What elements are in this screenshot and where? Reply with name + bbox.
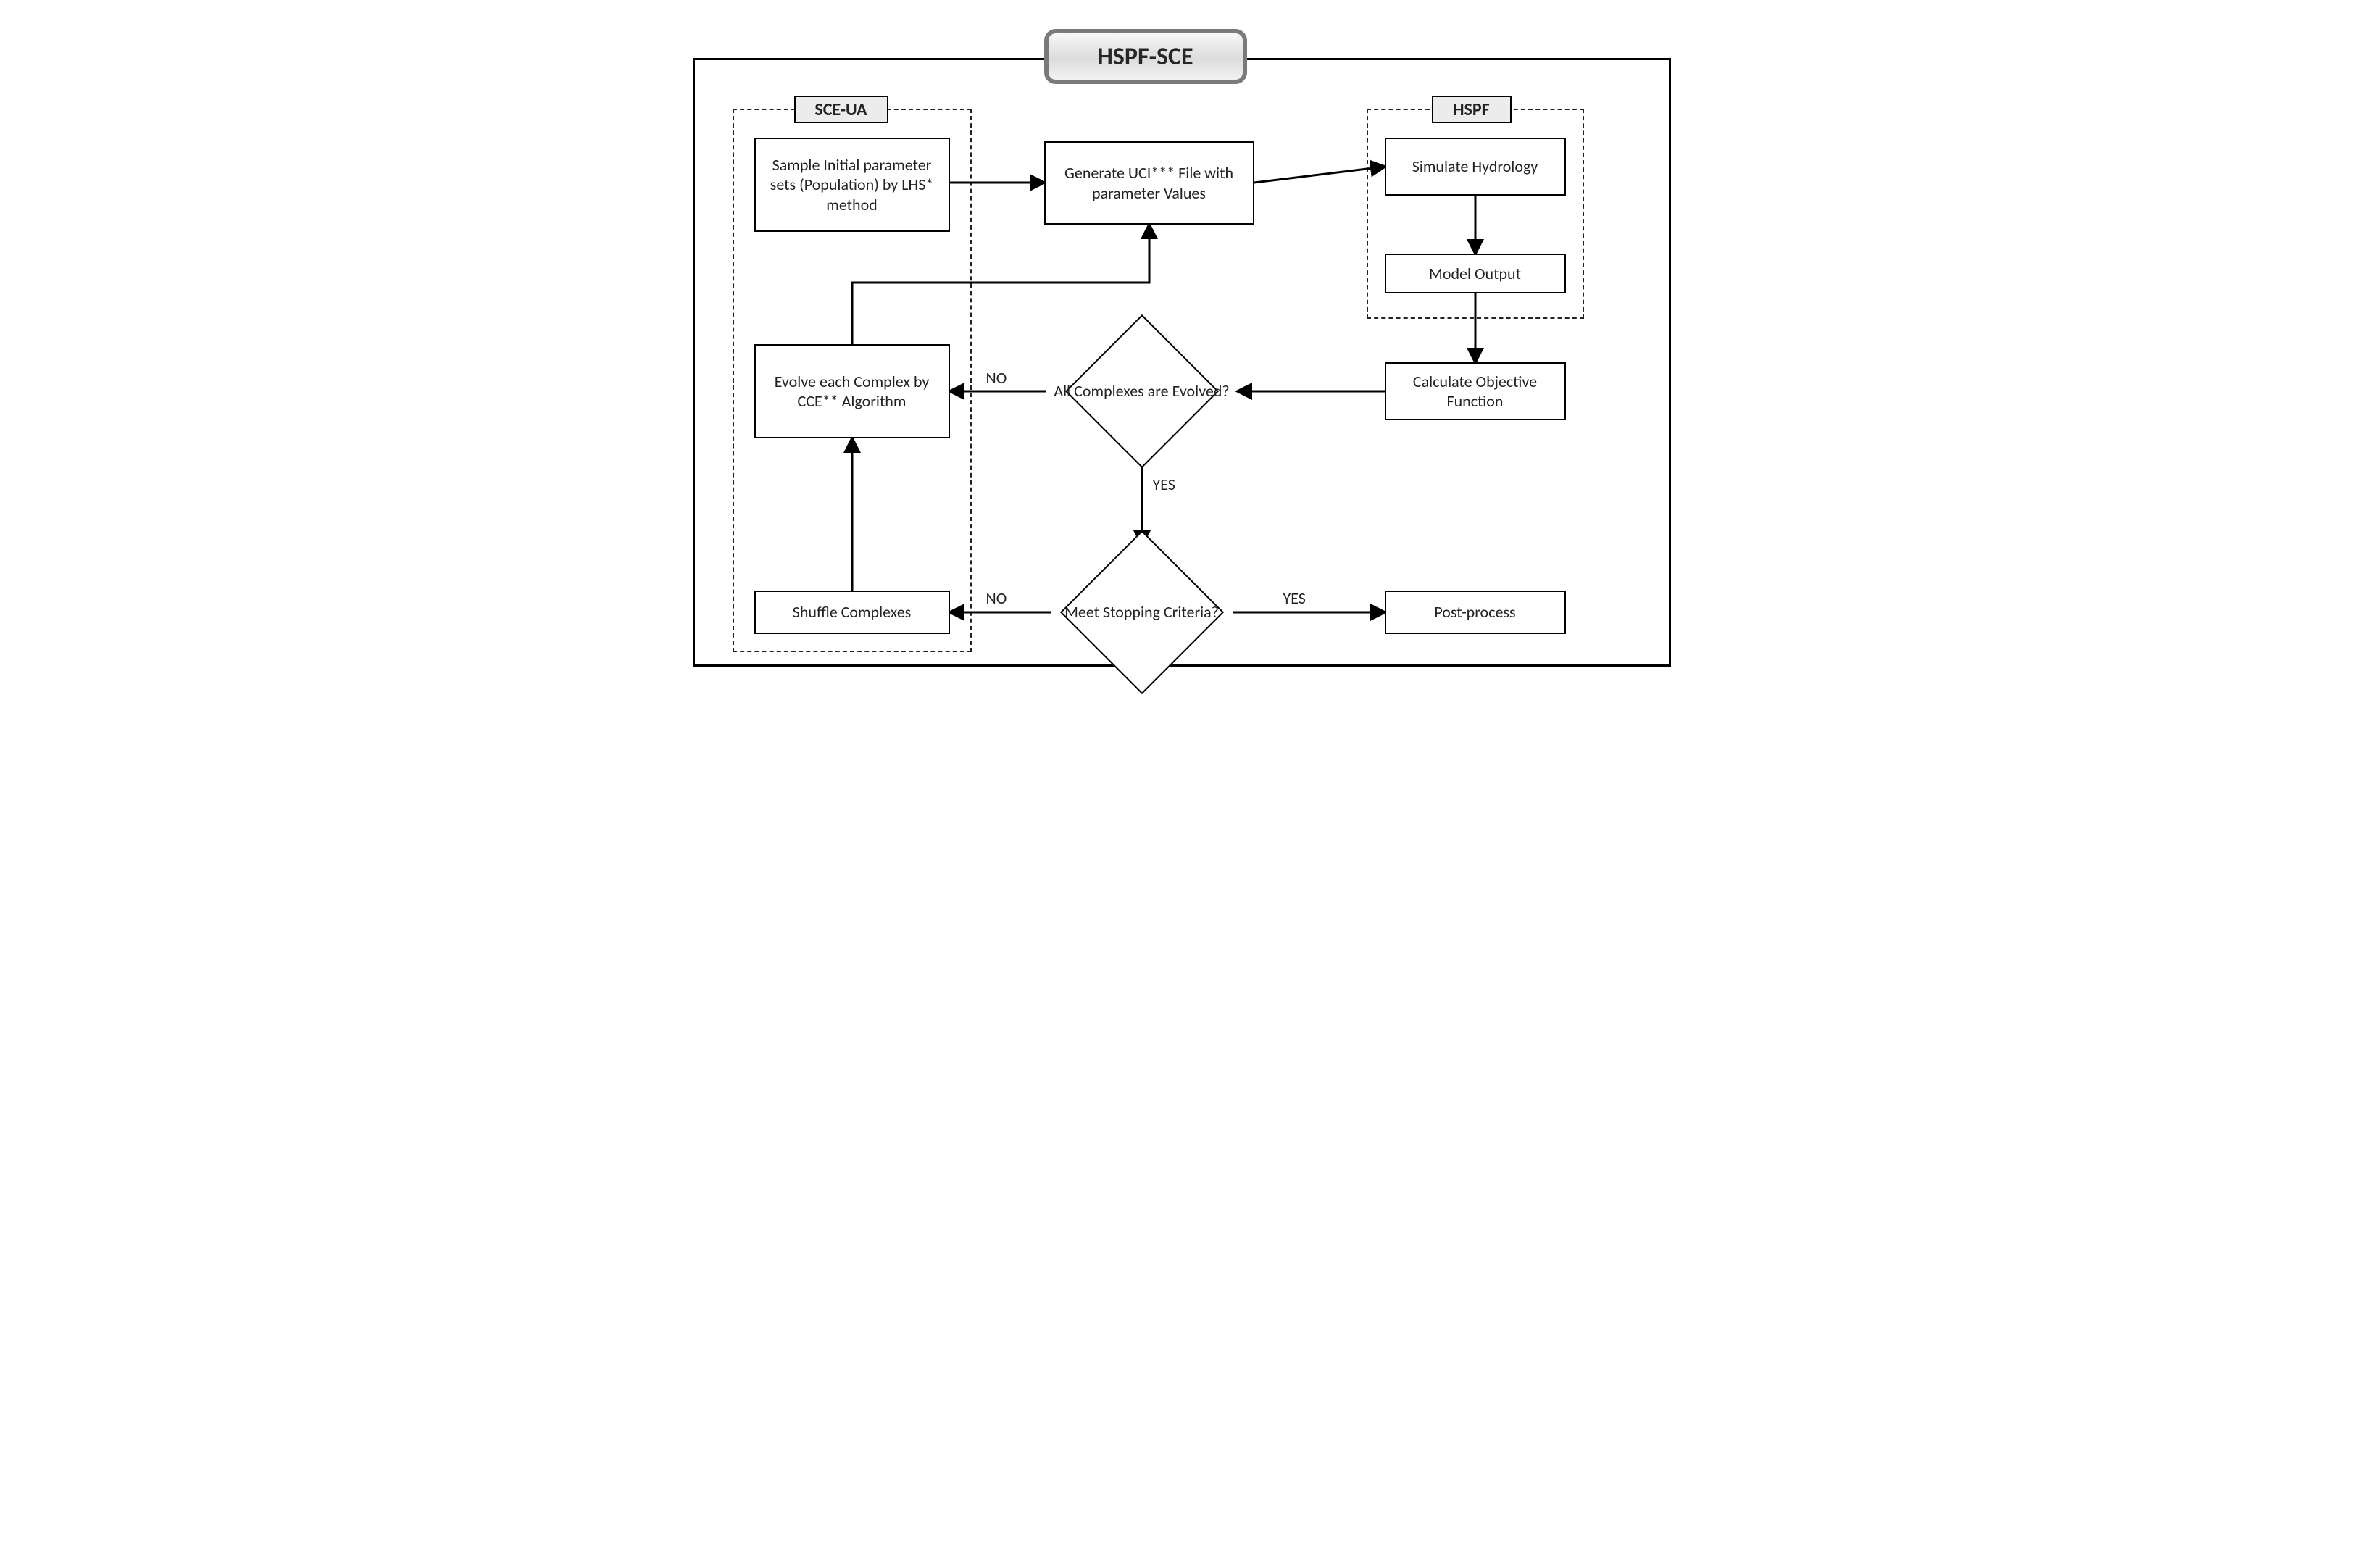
- process-post: Post-process: [1385, 591, 1566, 634]
- process-objfunc: Calculate Objective Function: [1385, 362, 1566, 420]
- process-generate: Generate UCI*** File with parameter Valu…: [1044, 141, 1254, 225]
- process-evolve: Evolve each Complex by CCE** Algorithm: [754, 344, 950, 438]
- diagram-title-text: HSPF-SCE: [1097, 42, 1193, 72]
- process-shuffle: Shuffle Complexes: [754, 591, 950, 634]
- edge-label-d_evolved-to-evolve: NO: [986, 368, 1007, 388]
- decision-text-d_stop: Meet Stopping Criteria?: [1041, 536, 1243, 688]
- edge-label-d_stop-to-post: YES: [1283, 588, 1306, 608]
- edge-generate-to-simulate: [1254, 167, 1385, 183]
- decision-d_stop: Meet Stopping Criteria?: [1041, 536, 1243, 688]
- process-output: Model Output: [1385, 254, 1566, 293]
- process-simulate: Simulate Hydrology: [1385, 138, 1566, 196]
- decision-text-d_evolved: All Complexes are Evolved?: [1041, 322, 1243, 460]
- group-label-sce_ua: SCE-UA: [794, 96, 888, 123]
- decision-d_evolved: All Complexes are Evolved?: [1041, 322, 1243, 460]
- process-sample: Sample Initial parameter sets (Populatio…: [754, 138, 950, 232]
- flowchart-canvas: HSPF-SCE SCE-UA HSPF Sample Initial param…: [689, 29, 1675, 681]
- diagram-title: HSPF-SCE: [1044, 29, 1247, 84]
- edge-label-d_stop-to-shuffle: NO: [986, 588, 1007, 608]
- edge-label-d_evolved-to-d_stop: YES: [1153, 475, 1175, 494]
- group-label-hspf: HSPF: [1432, 96, 1512, 123]
